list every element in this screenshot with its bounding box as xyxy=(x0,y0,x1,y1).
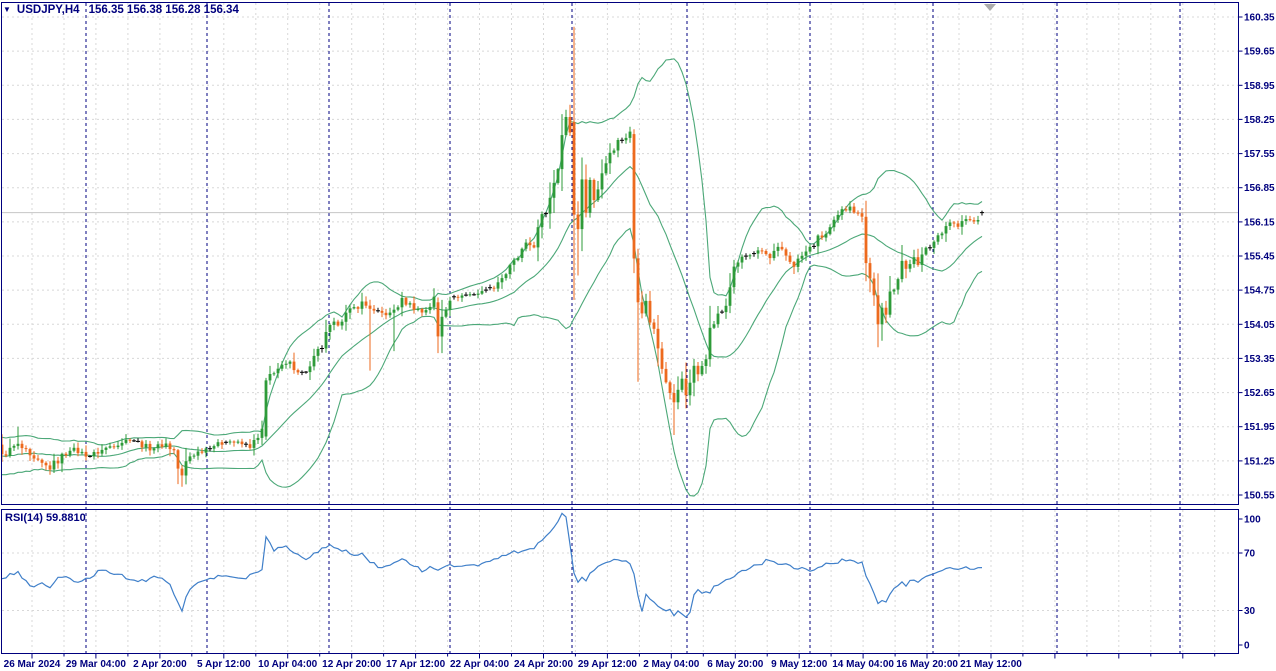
svg-text:21 May 12:00: 21 May 12:00 xyxy=(960,659,1022,670)
svg-text:29 Mar 04:00: 29 Mar 04:00 xyxy=(66,659,126,670)
svg-text:6 May 20:00: 6 May 20:00 xyxy=(707,659,764,670)
svg-text:155.45: 155.45 xyxy=(1244,252,1275,263)
svg-text:154.05: 154.05 xyxy=(1244,320,1275,331)
bollinger-middle-band xyxy=(2,165,983,457)
svg-text:160.35: 160.35 xyxy=(1244,13,1275,24)
rsi-line-layer xyxy=(2,512,983,619)
bollinger-lower-band xyxy=(2,227,983,497)
svg-text:14 May 04:00: 14 May 04:00 xyxy=(832,659,894,670)
svg-text:22 Apr 04:00: 22 Apr 04:00 xyxy=(450,659,510,670)
svg-text:9 May 12:00: 9 May 12:00 xyxy=(771,659,828,670)
svg-text:30: 30 xyxy=(1244,606,1256,617)
period-separators xyxy=(85,3,1181,653)
bollinger-upper-band xyxy=(2,58,983,446)
svg-text:0: 0 xyxy=(1244,641,1250,652)
svg-text:151.95: 151.95 xyxy=(1244,422,1275,433)
candlesticks xyxy=(2,26,984,487)
svg-text:156.85: 156.85 xyxy=(1244,183,1275,194)
grid-layer xyxy=(2,3,1238,653)
svg-text:153.35: 153.35 xyxy=(1244,354,1275,365)
symbol-dropdown-icon: ▼ xyxy=(3,5,11,14)
axis-labels: 160.35 159.65 158.95 158.25 157.55 156.85 156.… xyxy=(4,13,1275,671)
svg-text:10 Apr 04:00: 10 Apr 04:00 xyxy=(258,659,318,670)
svg-text:151.25: 151.25 xyxy=(1244,456,1275,467)
svg-text:17 Apr 12:00: 17 Apr 12:00 xyxy=(386,659,446,670)
rsi-indicator-label: RSI(14) 59.8810 xyxy=(5,512,86,524)
svg-text:12 Apr 20:00: 12 Apr 20:00 xyxy=(322,659,382,670)
svg-text:152.65: 152.65 xyxy=(1244,388,1275,399)
svg-text:16 May 20:00: 16 May 20:00 xyxy=(896,659,958,670)
bollinger-bands xyxy=(2,58,983,497)
panel-borders xyxy=(1,2,1239,654)
svg-text:29 Apr 12:00: 29 Apr 12:00 xyxy=(578,659,638,670)
svg-text:158.95: 158.95 xyxy=(1244,81,1275,92)
svg-text:150.55: 150.55 xyxy=(1244,491,1275,502)
ohlc-summary: 156.35 156.38 156.28 156.34 xyxy=(88,4,239,16)
svg-text:156.15: 156.15 xyxy=(1244,217,1275,228)
svg-text:100: 100 xyxy=(1244,515,1261,526)
chart-shift-marker-icon[interactable] xyxy=(984,4,996,11)
svg-text:158.25: 158.25 xyxy=(1244,115,1275,126)
svg-text:70: 70 xyxy=(1244,549,1256,560)
svg-text:24 Apr 20:00: 24 Apr 20:00 xyxy=(514,659,574,670)
symbol-period-label: USDJPY,H4 xyxy=(16,4,80,16)
svg-text:154.75: 154.75 xyxy=(1244,286,1275,297)
svg-text:159.65: 159.65 xyxy=(1244,47,1275,58)
svg-text:157.55: 157.55 xyxy=(1244,149,1275,160)
svg-text:26 Mar 2024: 26 Mar 2024 xyxy=(4,659,61,670)
rsi-line xyxy=(2,512,983,619)
current-price-badge: 156.34 xyxy=(1242,207,1273,218)
svg-text:2 Apr 20:00: 2 Apr 20:00 xyxy=(133,659,187,670)
svg-text:5 Apr 12:00: 5 Apr 12:00 xyxy=(197,659,251,670)
chart-title: ▼ USDJPY,H4 156.35 156.38 156.28 156.34 xyxy=(3,3,239,17)
svg-text:2 May 04:00: 2 May 04:00 xyxy=(643,659,700,670)
